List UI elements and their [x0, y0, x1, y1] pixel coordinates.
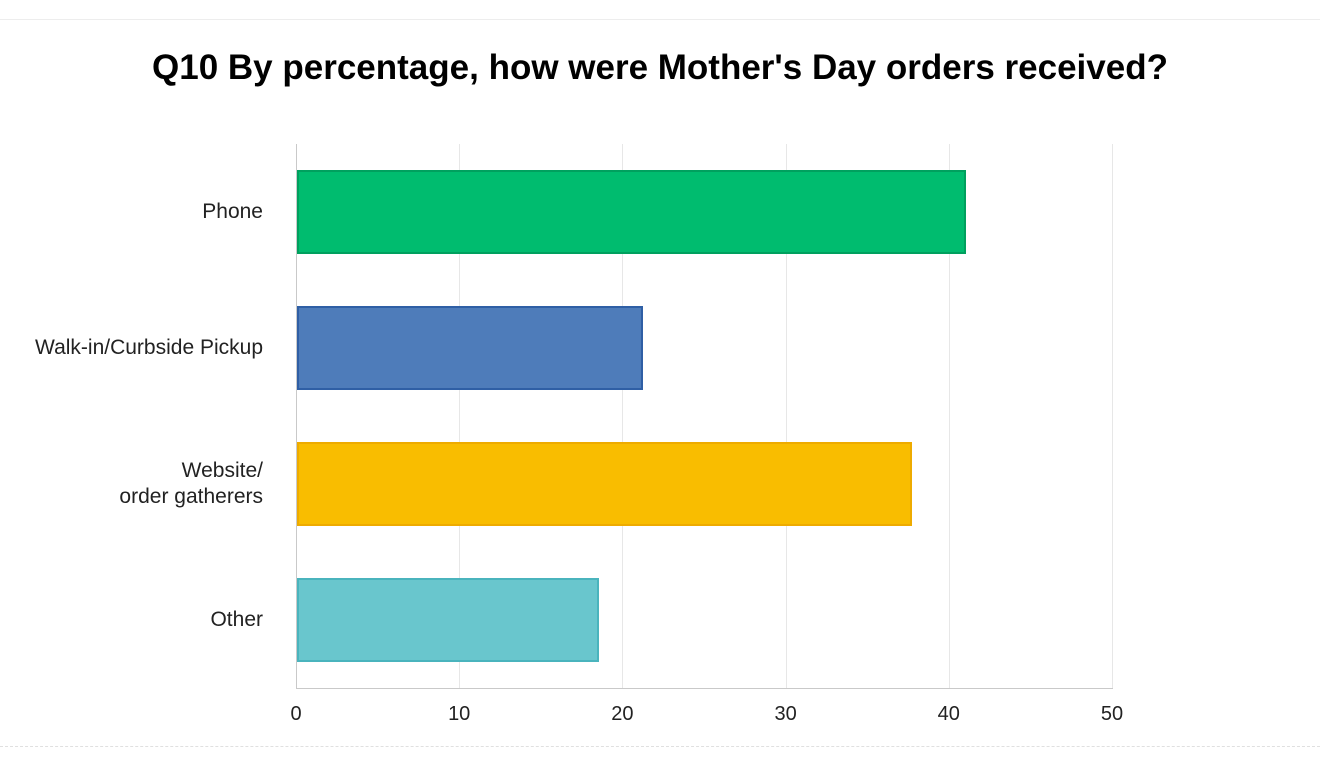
bottom-divider — [0, 746, 1320, 747]
x-tick-label-0: 0 — [290, 703, 302, 725]
plot-area — [296, 144, 1113, 689]
category-label-other: Other — [210, 607, 263, 631]
category-labels: Phone Walk-in/Curbside Pickup Website/ ord… — [0, 144, 280, 688]
x-axis: 0 10 20 30 40 50 — [290, 703, 1123, 733]
bar-chart: Phone Walk-in/Curbside Pickup Website/ ord… — [0, 144, 1320, 744]
top-divider — [0, 19, 1320, 20]
bar-other — [297, 578, 599, 662]
x-tick-label-40: 40 — [937, 703, 960, 725]
gridline-20 — [622, 144, 624, 688]
category-label-phone: Phone — [202, 199, 263, 223]
gridline-30 — [785, 144, 787, 688]
chart-title: Q10 By percentage, how were Mother's Day… — [152, 48, 1168, 87]
gridline-10 — [459, 144, 461, 688]
x-tick-label-10: 10 — [448, 703, 471, 725]
category-label-walk-in-curbside-pickup: Walk-in/Curbside Pickup — [35, 335, 263, 359]
x-tick-label-30: 30 — [774, 703, 797, 725]
category-label-website-order-gatherers: Website/ order gatherers — [119, 458, 263, 508]
bar-phone — [297, 170, 967, 254]
gridline-40 — [948, 144, 950, 688]
bar-walk-in-curbside-pickup — [297, 306, 643, 390]
x-tick-label-50: 50 — [1100, 703, 1124, 725]
x-tick-label-20: 20 — [611, 703, 634, 725]
bar-website-order-gatherers — [297, 442, 913, 526]
gridline-50 — [1112, 144, 1113, 688]
